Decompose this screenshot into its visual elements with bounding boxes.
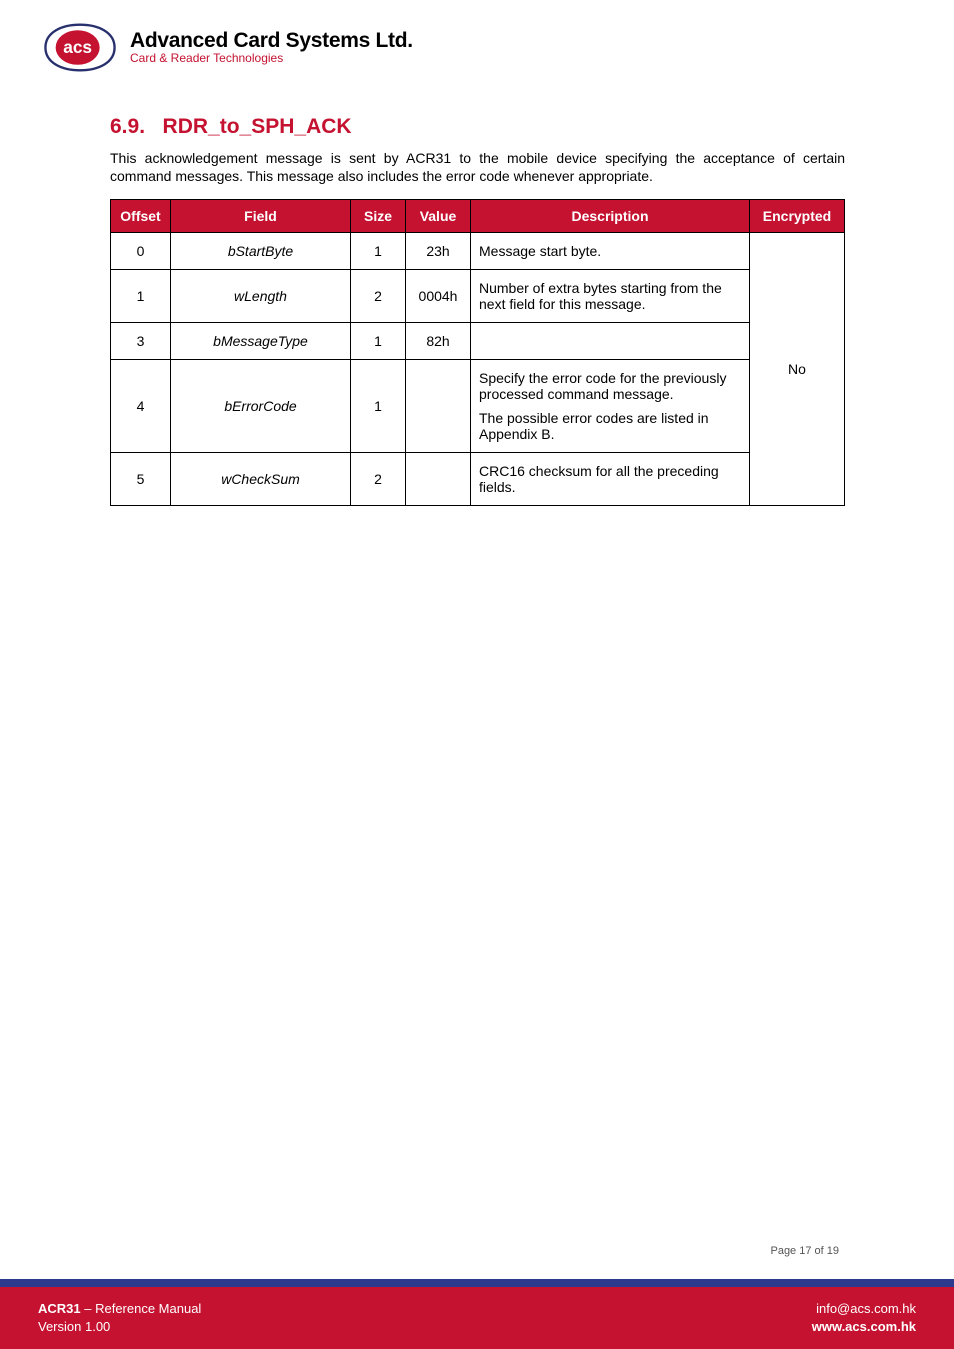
section-number: 6.9.	[110, 115, 145, 138]
cell-desc: Specify the error code for the previousl…	[471, 360, 750, 453]
cell-field: bMessageType	[171, 323, 351, 360]
doc-title-sep: –	[81, 1301, 95, 1316]
footer-main: ACR31 – Reference Manual Version 1.00 in…	[0, 1287, 954, 1349]
content-area: 6.9. RDR_to_SPH_ACK This acknowledgement…	[110, 115, 845, 506]
footer-email: info@acs.com.hk	[812, 1300, 916, 1318]
cell-size: 1	[351, 323, 406, 360]
cell-value	[406, 453, 471, 506]
cell-desc-p1: Specify the error code for the previousl…	[479, 370, 741, 402]
cell-encrypted: No	[750, 233, 845, 506]
cell-desc: CRC16 checksum for all the preceding fie…	[471, 453, 750, 506]
section-intro: This acknowledgement message is sent by …	[110, 149, 845, 185]
cell-offset: 1	[111, 270, 171, 323]
acs-logo-icon: acs	[40, 20, 120, 75]
page-number: Page 17 of 19	[770, 1245, 839, 1257]
page: acs Advanced Card Systems Ltd. Card & Re…	[0, 0, 954, 1349]
cell-field: bStartByte	[171, 233, 351, 270]
brand-name: Advanced Card Systems Ltd.	[130, 29, 413, 52]
footer-left: ACR31 – Reference Manual Version 1.00	[38, 1300, 201, 1335]
doc-title-rest: Reference Manual	[95, 1301, 201, 1316]
cell-offset: 5	[111, 453, 171, 506]
cell-offset: 0	[111, 233, 171, 270]
cell-offset: 3	[111, 323, 171, 360]
cell-size: 2	[351, 453, 406, 506]
cell-desc: Message start byte.	[471, 233, 750, 270]
section-title-text: RDR_to_SPH_ACK	[163, 115, 352, 138]
brand-text: Advanced Card Systems Ltd. Card & Reader…	[130, 29, 413, 65]
cell-desc	[471, 323, 750, 360]
th-offset: Offset	[111, 200, 171, 233]
footer-accent-stripe	[0, 1279, 954, 1287]
cell-value: 23h	[406, 233, 471, 270]
th-size: Size	[351, 200, 406, 233]
footer-right: info@acs.com.hk www.acs.com.hk	[812, 1300, 916, 1335]
page-footer: ACR31 – Reference Manual Version 1.00 in…	[0, 1279, 954, 1349]
svg-text:acs: acs	[63, 37, 92, 57]
table-row: 4 bErrorCode 1 Specify the error code fo…	[111, 360, 845, 453]
table-row: 1 wLength 2 0004h Number of extra bytes …	[111, 270, 845, 323]
doc-title-bold: ACR31	[38, 1301, 81, 1316]
cell-value	[406, 360, 471, 453]
cell-size: 1	[351, 360, 406, 453]
cell-field: wCheckSum	[171, 453, 351, 506]
cell-value: 0004h	[406, 270, 471, 323]
table-row: 5 wCheckSum 2 CRC16 checksum for all the…	[111, 453, 845, 506]
cell-field: bErrorCode	[171, 360, 351, 453]
cell-field: wLength	[171, 270, 351, 323]
table-header-row: Offset Field Size Value Description Encr…	[111, 200, 845, 233]
cell-desc: Number of extra bytes starting from the …	[471, 270, 750, 323]
cell-desc-p2: The possible error codes are listed in A…	[479, 410, 741, 442]
message-spec-table: Offset Field Size Value Description Encr…	[110, 199, 845, 506]
cell-value: 82h	[406, 323, 471, 360]
page-header: acs Advanced Card Systems Ltd. Card & Re…	[40, 20, 413, 75]
table-row: 3 bMessageType 1 82h	[111, 323, 845, 360]
th-encrypted: Encrypted	[750, 200, 845, 233]
th-description: Description	[471, 200, 750, 233]
cell-offset: 4	[111, 360, 171, 453]
brand-tagline: Card & Reader Technologies	[130, 52, 413, 65]
doc-version: Version 1.00	[38, 1318, 201, 1336]
th-value: Value	[406, 200, 471, 233]
cell-size: 2	[351, 270, 406, 323]
cell-size: 1	[351, 233, 406, 270]
table-row: 0 bStartByte 1 23h Message start byte. N…	[111, 233, 845, 270]
doc-title: ACR31 – Reference Manual	[38, 1300, 201, 1318]
section-heading: 6.9. RDR_to_SPH_ACK	[110, 115, 845, 139]
th-field: Field	[171, 200, 351, 233]
footer-url: www.acs.com.hk	[812, 1318, 916, 1336]
